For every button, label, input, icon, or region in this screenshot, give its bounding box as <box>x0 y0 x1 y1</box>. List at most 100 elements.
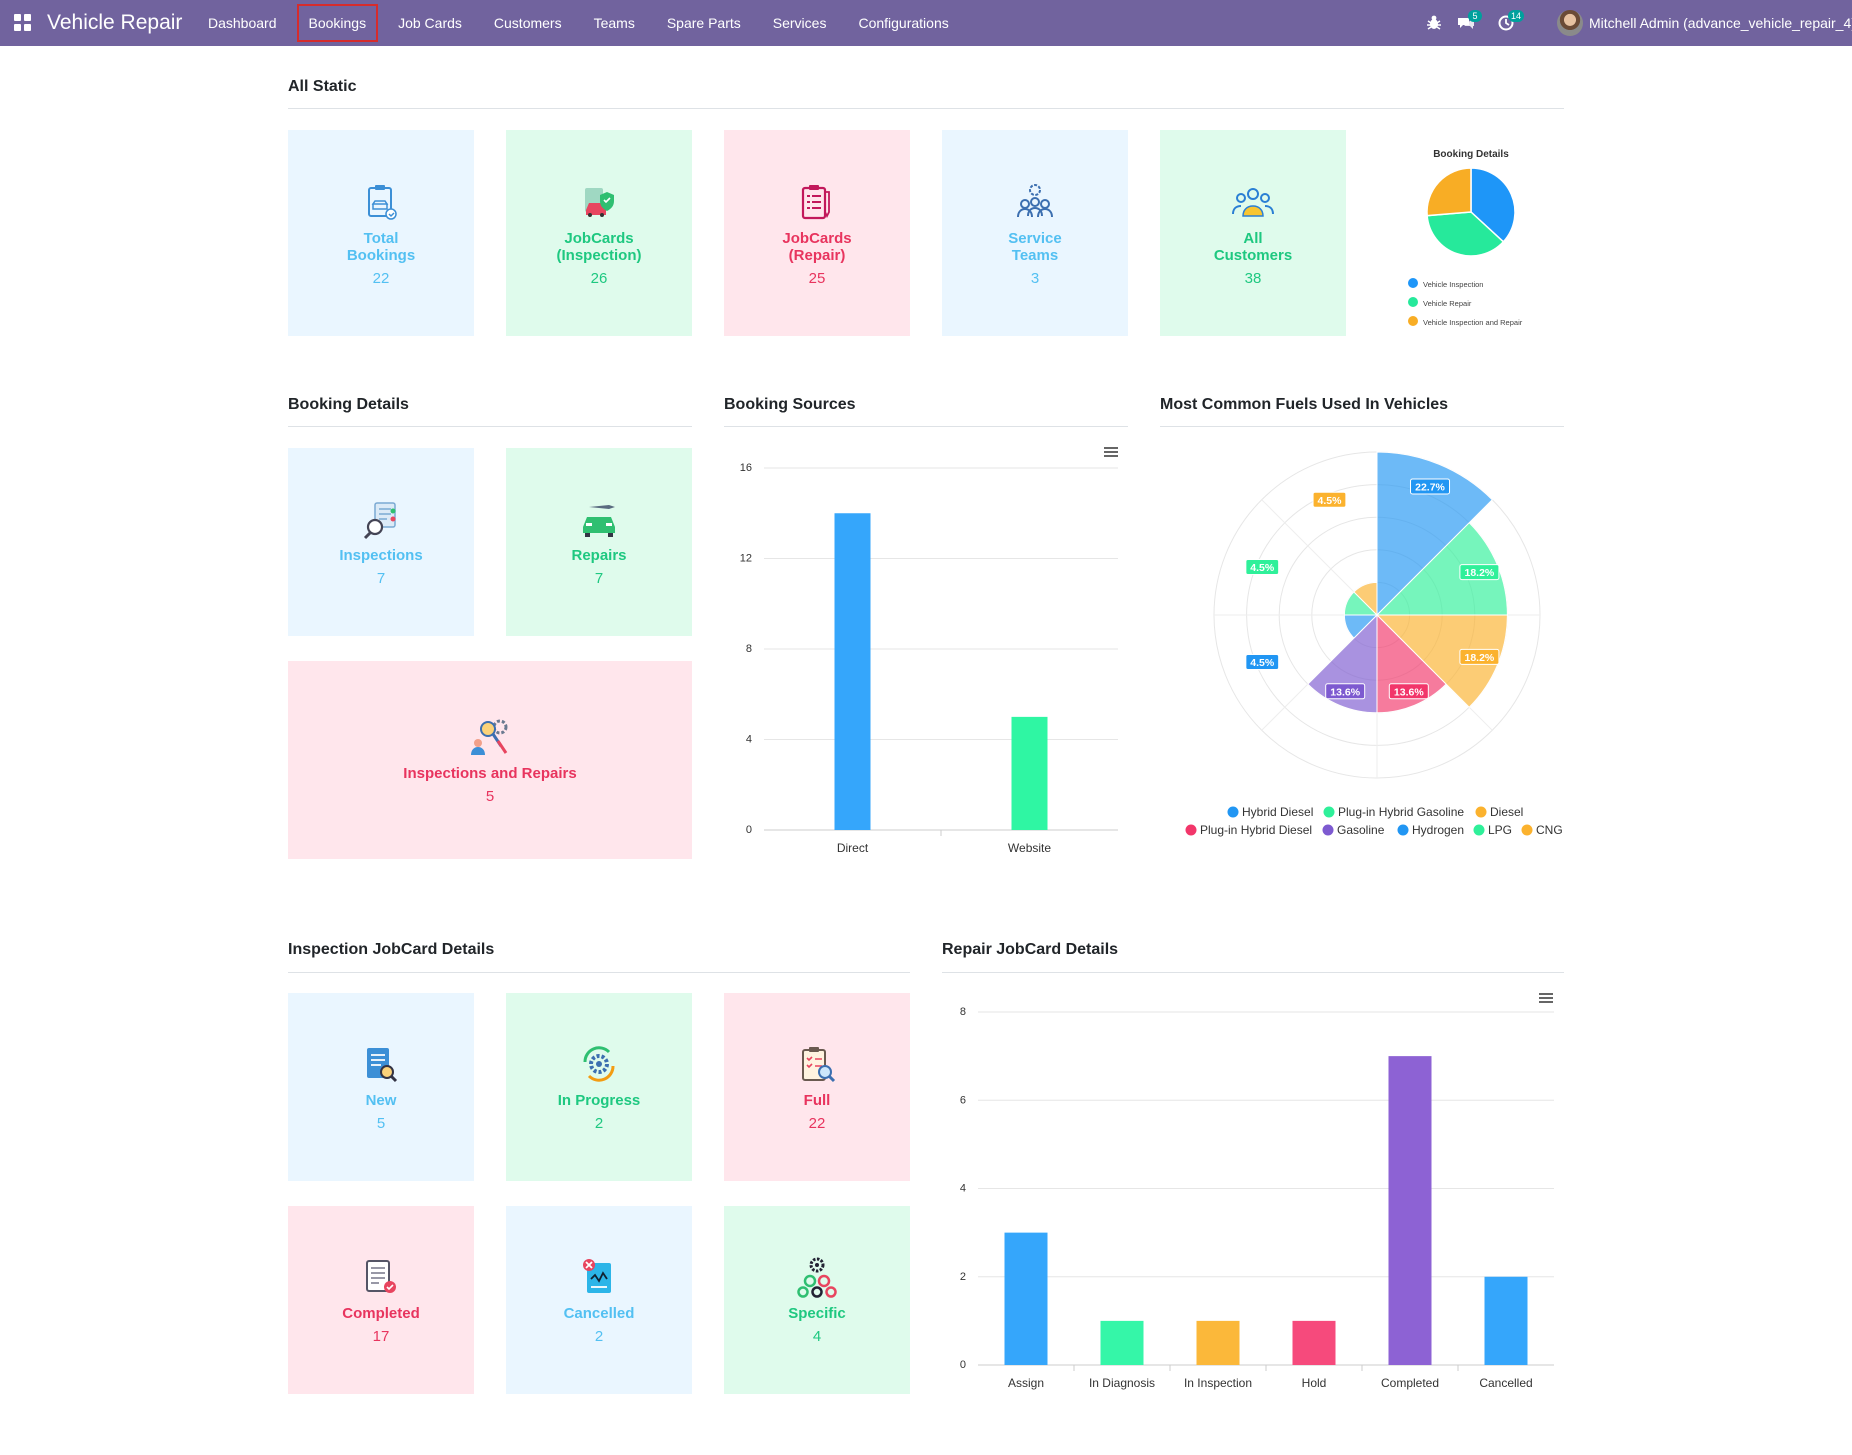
new-document-icon <box>367 1048 398 1083</box>
y-tick-label: 4 <box>960 1183 966 1195</box>
full-inspection-icon <box>802 1047 836 1083</box>
y-tick-label: 16 <box>740 462 752 474</box>
jobcards-inspection-card[interactable]: JobCards (Inspection) 26 <box>506 130 692 336</box>
apps-menu-icon[interactable] <box>14 14 32 32</box>
bar-completed[interactable] <box>1388 1056 1432 1365</box>
messages-chat-icon[interactable]: 5 <box>1456 10 1482 33</box>
polar-label-bg <box>1312 491 1347 508</box>
polar-percent-label: 13.6% <box>1330 686 1360 698</box>
bar-assign[interactable] <box>1004 1232 1048 1365</box>
legend-gasoline-dot <box>1322 824 1334 836</box>
menu-configurations[interactable]: Configurations <box>858 15 949 31</box>
jobcard-new-card[interactable]: New 5 <box>288 993 474 1181</box>
inspections-card[interactable]: Inspections 7 <box>288 448 474 636</box>
clipboard-car-icon <box>368 184 397 220</box>
customers-group-icon <box>1232 187 1274 217</box>
bar-hold[interactable] <box>1292 1320 1336 1365</box>
jobcard-specific-card[interactable]: Specific 4 <box>724 1206 910 1394</box>
y-tick-label: 4 <box>746 734 752 746</box>
all-static-divider <box>288 108 1564 109</box>
legend-vehicle-repair: Vehicle Repair <box>1423 299 1472 308</box>
bar-in-inspection[interactable] <box>1196 1320 1240 1365</box>
jobcard-in-progress-card[interactable]: In Progress 2 <box>506 993 692 1181</box>
bar-direct[interactable] <box>834 513 871 830</box>
jobcard-completed-card[interactable]: Completed 17 <box>288 1206 474 1394</box>
y-tick-label: 2 <box>960 1271 966 1283</box>
total-bookings-card[interactable]: Total Bookings 22 <box>288 130 474 336</box>
booking-pie-legend: Vehicle Inspection Vehicle Repair Vehicl… <box>1408 278 1523 327</box>
jobcard-cancelled-value: 2 <box>594 1328 604 1345</box>
inspections-and-repairs-value: 5 <box>485 788 495 805</box>
polar-label-bg <box>1459 564 1500 581</box>
car-wrench-icon <box>583 505 615 537</box>
all-customers-value: 38 <box>1244 269 1262 287</box>
bar-in-diagnosis[interactable] <box>1100 1320 1144 1365</box>
polar-percent-label: 18.2% <box>1465 567 1495 579</box>
inspection-jobcards-divider <box>288 972 910 973</box>
menu-dashboard[interactable]: Dashboard <box>208 15 277 31</box>
repair-jobcards-menu-icon[interactable] <box>1539 993 1553 1003</box>
jobcard-new-value: 5 <box>376 1115 386 1132</box>
service-teams-card[interactable]: Service Teams 3 <box>942 130 1128 336</box>
menu-spare-parts[interactable]: Spare Parts <box>666 15 741 31</box>
inspections-label: Inspections <box>339 547 423 564</box>
team-gear-icon <box>1017 183 1053 217</box>
menu-bookings[interactable]: Bookings <box>293 0 383 46</box>
repair-jobcards-title: Repair JobCard Details <box>942 941 1119 958</box>
y-tick-label: 8 <box>960 1006 966 1018</box>
booking-sources-title: Booking Sources <box>724 396 856 413</box>
jobcard-full-label: Full <box>803 1092 831 1109</box>
service-teams-value: 3 <box>1030 269 1040 287</box>
polar-percent-label: 22.7% <box>1415 481 1445 493</box>
total-bookings-label-1: Total <box>363 229 399 247</box>
legend-lpg: LPG <box>1488 823 1512 837</box>
pie-slice-vehicle-inspection[interactable] <box>1470 167 1516 243</box>
menu-teams[interactable]: Teams <box>593 15 635 31</box>
inspections-and-repairs-card[interactable]: Inspections and Repairs 5 <box>288 661 692 859</box>
y-tick-label: 12 <box>740 553 752 565</box>
polar-sector-cng[interactable] <box>1353 581 1378 617</box>
jobcards-repair-card[interactable]: JobCards (Repair) 25 <box>724 130 910 336</box>
user-menu-name[interactable]: Mitchell Admin (advance_vehicle_repair_4… <box>1589 15 1852 31</box>
y-tick-label: 6 <box>960 1094 966 1106</box>
menu-services[interactable]: Services <box>772 15 827 31</box>
jobcard-cancelled-card[interactable]: Cancelled 2 <box>506 1206 692 1394</box>
activities-clock-icon[interactable]: 14 <box>1496 10 1525 33</box>
jobcards-inspection-label-1: JobCards <box>564 229 634 247</box>
menu-customers[interactable]: Customers <box>493 15 562 31</box>
inspections-value: 7 <box>376 570 386 587</box>
jobcards-repair-value: 25 <box>808 269 826 287</box>
repair-jobcards-divider <box>942 972 1564 973</box>
total-bookings-label-2: Bookings <box>346 246 416 264</box>
legend-cng: CNG <box>1536 823 1563 837</box>
activities-count-badge: 14 <box>1508 10 1525 22</box>
completed-document-icon <box>366 1260 396 1293</box>
legend-hybrid-diesel-dot <box>1227 806 1239 818</box>
jobcard-full-card[interactable]: Full 22 <box>724 993 910 1181</box>
booking-sources-menu-icon[interactable] <box>1104 447 1118 457</box>
repairs-label: Repairs <box>571 547 627 564</box>
repair-jobcards-bar-chart: 0 2 4 6 8 Assign In Diagnosis In Inspection Hold… <box>960 1006 1554 1390</box>
menu-job-cards[interactable]: Job Cards <box>398 15 462 31</box>
polar-percent-label: 18.2% <box>1465 652 1495 664</box>
app-title[interactable]: Vehicle Repair <box>47 11 183 34</box>
legend-vehicle-inspection-repair-dot <box>1408 316 1418 326</box>
polar-label-bg <box>1245 654 1280 671</box>
all-customers-card[interactable]: All Customers 38 <box>1160 130 1346 336</box>
pie-slice-vehicle-inspection-and-repair[interactable] <box>1426 167 1472 217</box>
debug-bug-icon[interactable] <box>1424 13 1444 33</box>
cancelled-document-icon <box>583 1259 611 1293</box>
polar-label-bg <box>1388 683 1429 700</box>
user-avatar[interactable] <box>1557 10 1583 36</box>
polar-label-bg <box>1459 648 1500 665</box>
booking-details-divider <box>288 426 692 427</box>
bar-website[interactable] <box>1011 716 1048 830</box>
total-bookings-value: 22 <box>372 269 390 287</box>
y-tick-label: 8 <box>746 643 752 655</box>
pie-slice-vehicle-repair[interactable] <box>1426 211 1505 257</box>
bar-cancelled[interactable] <box>1484 1276 1528 1365</box>
all-customers-label-2: Customers <box>1213 246 1293 264</box>
polar-sector-hybrid-diesel[interactable] <box>1376 451 1493 617</box>
repairs-card[interactable]: Repairs 7 <box>506 448 692 636</box>
booking-details-title: Booking Details <box>288 396 409 413</box>
